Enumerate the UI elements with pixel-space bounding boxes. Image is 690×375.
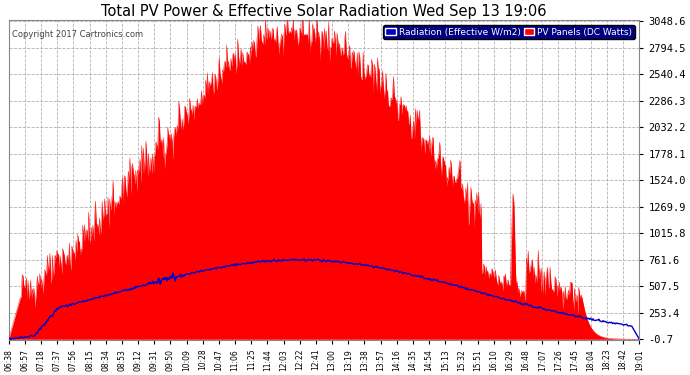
Legend: Radiation (Effective W/m2), PV Panels (DC Watts): Radiation (Effective W/m2), PV Panels (D… (383, 25, 635, 39)
Text: Copyright 2017 Cartronics.com: Copyright 2017 Cartronics.com (12, 30, 143, 39)
Title: Total PV Power & Effective Solar Radiation Wed Sep 13 19:06: Total PV Power & Effective Solar Radiati… (101, 4, 546, 19)
